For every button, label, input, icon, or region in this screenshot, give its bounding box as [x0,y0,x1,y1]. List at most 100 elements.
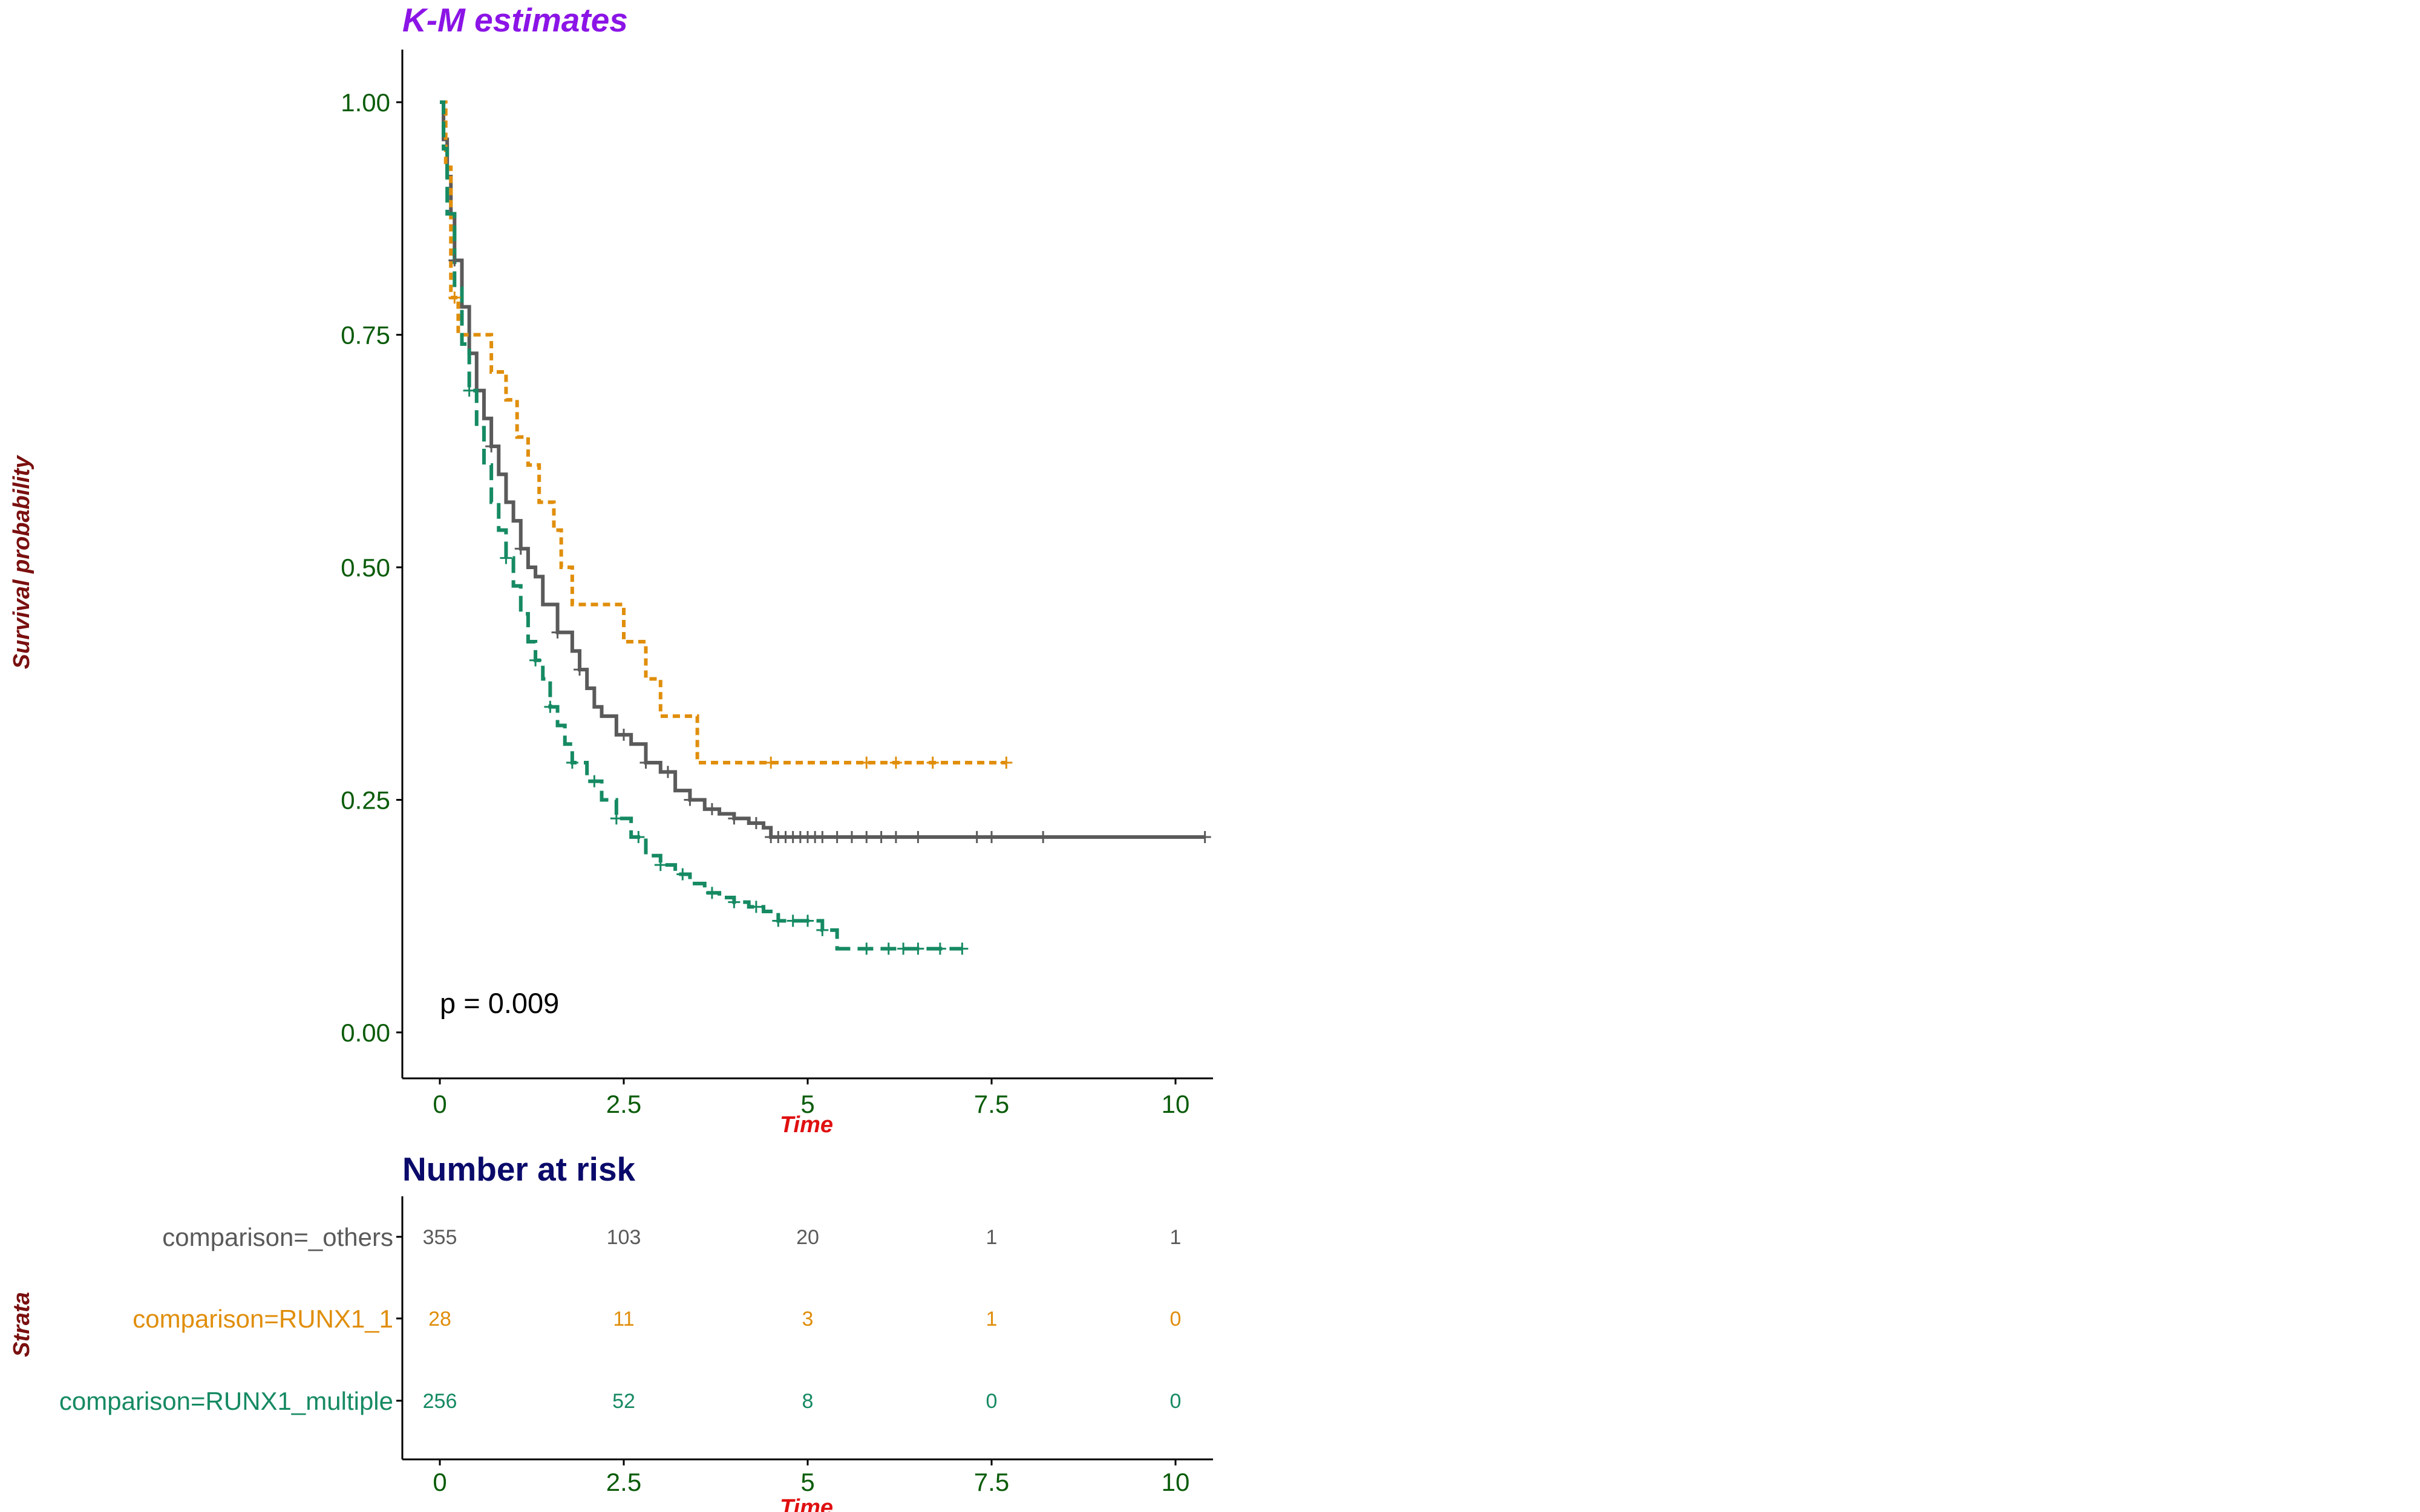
strata-axis-title: Strata [9,1292,34,1357]
censor-mark-runx1_multiple [588,775,601,787]
risk-count-runx1_multiple: 256 [423,1390,457,1413]
censor-mark-runx1_1 [448,291,461,304]
y-tick-label: 0.50 [341,553,390,582]
censor-mark-others [639,756,652,769]
survival-plot: K-M estimates Survival probability Time … [9,1,1213,1138]
risk-table-rows: comparison=_others 355 103 20 1 1comparison=R… [59,1223,1182,1415]
censor-mark-runx1_multiple [500,552,512,564]
censor-mark-runx1_multiple [728,896,741,908]
censor-mark-runx1_multiple [816,924,829,936]
y-tick-label: 0.25 [341,786,390,815]
censor-mark-others [831,831,843,844]
strata-label-others: comparison=_others [162,1223,393,1251]
y-axis-title: Survival probability [9,455,34,670]
censor-mark-runx1_multiple [544,700,557,713]
risk-count-runx1_multiple: 8 [802,1390,814,1413]
censor-mark-runx1_multiple [566,756,578,769]
x-tick-label: 0 [433,1090,446,1118]
censor-mark-others [728,812,741,825]
risk-count-others: 1 [986,1226,998,1249]
risk-x-tick-label: 10 [1162,1468,1190,1496]
censor-mark-others [661,766,674,778]
y-axis-ticks: 0.00 0.25 0.50 0.75 1.00 [341,88,402,1047]
censor-mark-others [448,254,461,267]
censor-mark-runx1_multiple [897,942,910,955]
risk-count-others: 20 [796,1226,819,1249]
censor-mark-others [970,831,983,844]
censor-mark-runx1_multiple [676,868,689,881]
censor-mark-others [845,831,858,844]
x-axis-title: Time [780,1112,833,1138]
censor-mark-others [1037,831,1050,844]
censor-mark-runx1_multiple [786,914,799,927]
censor-mark-runx1_1 [926,756,939,769]
risk-x-tick-label: 5 [800,1468,814,1496]
risk-count-others: 355 [423,1226,457,1249]
censor-mark-others [816,831,829,844]
censor-mark-others [684,793,696,806]
censor-mark-runx1_1 [765,756,777,769]
y-tick-label: 1.00 [341,88,390,117]
risk-table: Number at risk Strata Time comparison=_o… [9,1150,1213,1512]
censor-mark-runx1_1 [1000,756,1013,769]
censor-marks [448,254,1211,955]
risk-count-runx1_1: 11 [613,1308,634,1331]
censor-mark-runx1_multiple [772,914,785,927]
risk-count-runx1_1: 1 [986,1308,998,1331]
risk-count-runx1_multiple: 52 [612,1390,635,1413]
censor-mark-others [705,803,718,815]
censor-mark-runx1_multiple [463,384,476,397]
censor-mark-others [514,543,527,555]
censor-mark-runx1_multiple [705,887,718,899]
risk-count-runx1_multiple: 0 [986,1390,998,1413]
censor-mark-others [875,831,888,844]
censor-mark-others [912,831,924,844]
censor-mark-runx1_multiple [912,942,924,955]
survival-curve-runx1_1 [440,100,1007,764]
censor-mark-runx1_multiple [632,831,645,844]
censor-mark-others [986,831,998,844]
censor-mark-runx1_1 [860,756,873,769]
censor-mark-runx1_multiple [654,859,667,872]
censor-mark-others [551,626,564,639]
risk-count-others: 1 [1170,1226,1182,1249]
risk-count-runx1_multiple: 0 [1170,1390,1182,1413]
censor-mark-runx1_multiple [610,812,623,825]
x-tick-label: 2.5 [606,1090,641,1118]
censor-mark-others [750,816,762,829]
censor-mark-others [889,831,902,844]
x-tick-label: 5 [800,1090,814,1118]
x-tick-label: 7.5 [974,1090,1009,1118]
y-tick-label: 0.75 [341,321,390,350]
x-axis-ticks: 0 2.5 5 7.5 10 [433,1078,1189,1118]
risk-count-runx1_1: 3 [802,1308,814,1331]
censor-mark-runx1_multiple [750,901,762,913]
censor-mark-runx1_multiple [934,942,946,955]
risk-x-axis-title: Time [780,1495,833,1512]
risk-count-others: 103 [607,1226,641,1249]
survival-plot-title: K-M estimates [402,1,628,39]
censor-mark-others [618,728,630,741]
censor-mark-others [485,440,498,453]
censor-mark-runx1_multiple [860,942,873,955]
censor-mark-others [860,831,873,844]
risk-count-runx1_1: 28 [428,1308,451,1331]
risk-count-runx1_1: 0 [1170,1308,1182,1331]
p-value-annotation: p = 0.009 [440,987,559,1019]
censor-mark-runx1_1 [889,756,902,769]
risk-x-axis-ticks: 0 2.5 5 7.5 10 [433,1459,1189,1496]
risk-x-tick-label: 7.5 [974,1468,1009,1496]
strata-label-runx1_1: comparison=RUNX1_1 [132,1305,393,1333]
censor-mark-runx1_multiple [802,914,814,927]
x-tick-label: 10 [1162,1090,1190,1118]
censor-mark-others [1199,831,1211,844]
risk-x-tick-label: 0 [433,1468,446,1496]
risk-x-tick-label: 2.5 [606,1468,641,1496]
risk-table-title: Number at risk [402,1150,636,1188]
censor-mark-runx1_multiple [956,942,969,955]
censor-mark-runx1_multiple [529,654,542,666]
censor-mark-others [574,663,586,676]
censor-mark-runx1_multiple [882,942,895,955]
